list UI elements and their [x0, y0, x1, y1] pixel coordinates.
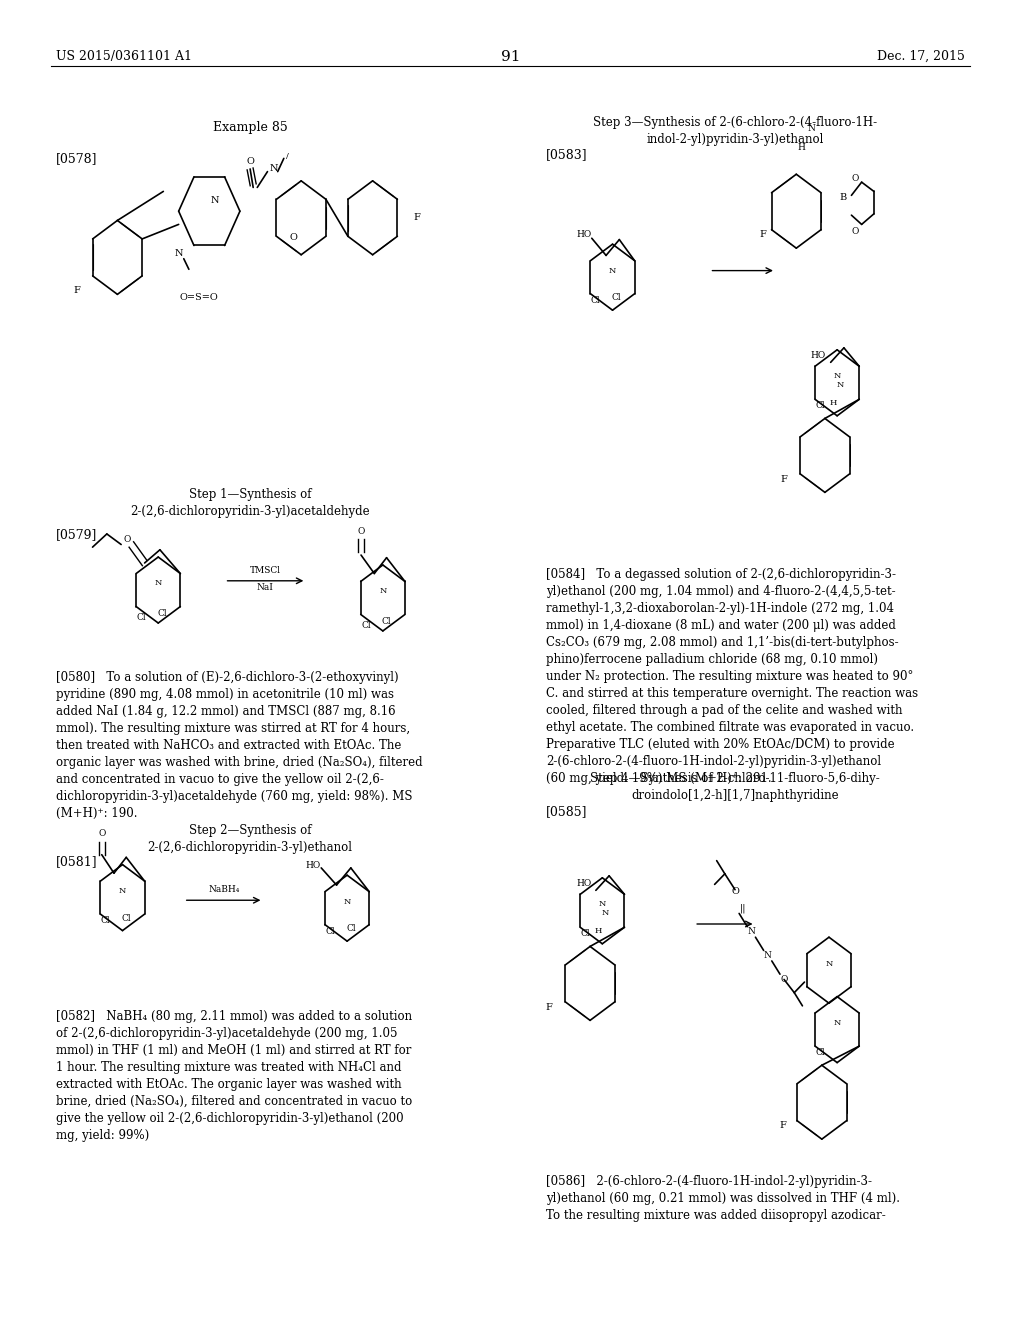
- Text: O: O: [357, 527, 365, 536]
- Text: Cl: Cl: [815, 401, 825, 411]
- Text: N: N: [748, 928, 756, 936]
- Text: Cl: Cl: [611, 293, 622, 302]
- Text: F: F: [546, 1003, 553, 1011]
- Text: [0580]   To a solution of (E)-2,6-dichloro-3-(2-ethoxyvinyl)
pyridine (890 mg, 4: [0580] To a solution of (E)-2,6-dichloro…: [56, 671, 423, 820]
- Text: N: N: [343, 898, 351, 906]
- Text: O: O: [731, 887, 739, 895]
- Text: F: F: [759, 231, 766, 239]
- Text: F: F: [780, 475, 787, 483]
- Text: Step 3—Synthesis of 2-(6-chloro-2-(4-fluoro-1H-
indol-2-yl)pyridin-3-yl)ethanol: Step 3—Synthesis of 2-(6-chloro-2-(4-flu…: [593, 116, 878, 147]
- Text: 91: 91: [501, 50, 520, 65]
- Text: US 2015/0361101 A1: US 2015/0361101 A1: [56, 50, 193, 63]
- Text: HO: HO: [575, 879, 591, 888]
- Text: Cl: Cl: [361, 620, 371, 630]
- Text: O: O: [852, 227, 859, 235]
- Text: H: H: [798, 144, 805, 152]
- Text: [0578]: [0578]: [56, 152, 97, 165]
- Text: [0579]: [0579]: [56, 528, 97, 541]
- Text: N: N: [174, 249, 183, 257]
- Text: F: F: [73, 286, 80, 294]
- Text: N: N: [119, 887, 126, 895]
- Text: HO: HO: [575, 230, 591, 239]
- Text: F: F: [779, 1122, 786, 1130]
- Text: Step 2—Synthesis of
2-(2,6-dichloropyridin-3-yl)ethanol: Step 2—Synthesis of 2-(2,6-dichloropyrid…: [147, 824, 352, 854]
- Text: NaI: NaI: [257, 583, 273, 591]
- Text: Cl: Cl: [136, 612, 146, 622]
- Text: N: N: [834, 372, 841, 380]
- Text: O: O: [246, 157, 254, 165]
- Text: O: O: [852, 174, 859, 182]
- Text: [0583]: [0583]: [546, 148, 588, 161]
- Text: HO: HO: [811, 351, 826, 360]
- Text: N: N: [764, 952, 772, 960]
- Text: ||: ||: [740, 903, 746, 913]
- Text: Cl: Cl: [157, 609, 167, 618]
- Text: [0585]: [0585]: [546, 805, 588, 818]
- Text: Cl: Cl: [382, 616, 391, 626]
- Text: Step 1—Synthesis of
2-(2,6-dichloropyridin-3-yl)acetaldehyde: Step 1—Synthesis of 2-(2,6-dichloropyrid…: [130, 488, 370, 519]
- Text: N: N: [609, 267, 616, 275]
- Text: N: N: [379, 587, 386, 595]
- Text: Cl: Cl: [100, 916, 111, 925]
- Text: TMSCl: TMSCl: [250, 566, 281, 574]
- Text: Step 4—Synthesis of 2-chloro-11-fluoro-5,6-dihy-
droindolo[1,2-h][1,7]naphthyrid: Step 4—Synthesis of 2-chloro-11-fluoro-5…: [590, 772, 880, 803]
- Text: HO: HO: [305, 861, 321, 870]
- Text: N: N: [825, 960, 833, 968]
- Text: [0584]   To a degassed solution of 2-(2,6-dichloropyridin-3-
yl)ethanol (200 mg,: [0584] To a degassed solution of 2-(2,6-…: [546, 568, 919, 784]
- Text: O: O: [98, 829, 105, 838]
- Text: N: N: [155, 579, 162, 587]
- Text: N: N: [834, 1019, 841, 1027]
- Text: Cl: Cl: [122, 913, 131, 923]
- Text: B: B: [840, 194, 847, 202]
- Text: H: H: [829, 399, 837, 407]
- Text: [0582]   NaBH₄ (80 mg, 2.11 mmol) was added to a solution
of 2-(2,6-dichloropyri: [0582] NaBH₄ (80 mg, 2.11 mmol) was adde…: [56, 1010, 413, 1142]
- Text: N: N: [210, 197, 219, 205]
- Text: O: O: [289, 234, 297, 242]
- Text: Cl: Cl: [591, 296, 600, 305]
- Text: Example 85: Example 85: [213, 121, 288, 135]
- Text: [0586]   2-(6-chloro-2-(4-fluoro-1H-indol-2-yl)pyridin-3-
yl)ethanol (60 mg, 0.2: [0586] 2-(6-chloro-2-(4-fluoro-1H-indol-…: [546, 1175, 900, 1222]
- Text: O: O: [124, 535, 131, 544]
- Text: /: /: [287, 152, 290, 160]
- Text: Dec. 17, 2015: Dec. 17, 2015: [877, 50, 965, 63]
- Text: N: N: [837, 381, 844, 389]
- Text: Cl: Cl: [581, 929, 590, 939]
- Text: F: F: [413, 214, 420, 222]
- Text: [0581]: [0581]: [56, 855, 97, 869]
- Text: O=S=O: O=S=O: [179, 293, 218, 301]
- Text: Cl: Cl: [326, 927, 335, 936]
- Text: NaBH₄: NaBH₄: [209, 886, 241, 894]
- Text: H: H: [595, 927, 602, 935]
- Text: Cl: Cl: [815, 1048, 825, 1057]
- Text: N: N: [602, 909, 609, 917]
- Text: N: N: [599, 900, 606, 908]
- Text: O: O: [780, 975, 787, 983]
- Text: N: N: [808, 124, 815, 132]
- Text: N: N: [269, 165, 278, 173]
- Text: Cl: Cl: [346, 924, 355, 933]
